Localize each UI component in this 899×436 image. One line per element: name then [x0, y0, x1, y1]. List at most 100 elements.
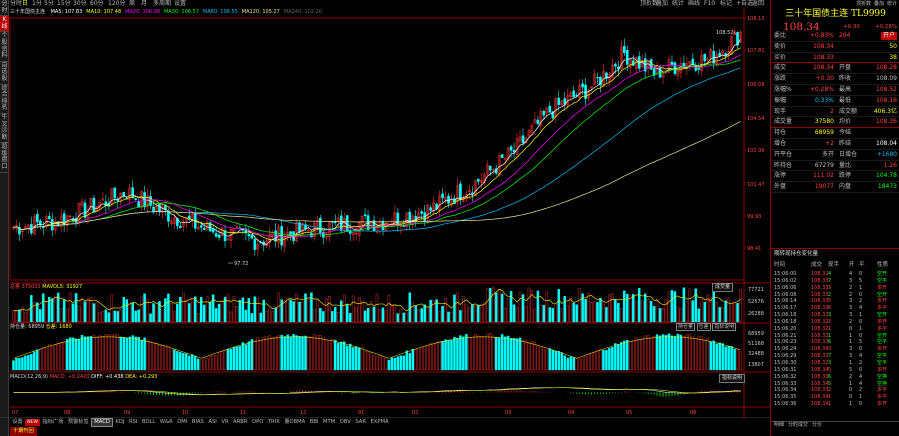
tick-cell: 15:06:02: [774, 277, 797, 284]
indicator-tab-17[interactable]: BBI: [309, 419, 319, 425]
indicator-tab-3[interactable]: 预警标签: [67, 419, 89, 425]
volume-bar: [211, 294, 215, 323]
diff-line: [13, 387, 741, 396]
sidebar-item-2[interactable]: 个股资料: [0, 32, 9, 62]
oi-bar: [39, 349, 42, 371]
oi-legend-help[interactable]: 指标说明: [712, 323, 737, 331]
period-tab-8[interactable]: 周: [129, 0, 136, 7]
period-tab-2[interactable]: 1分: [32, 0, 42, 7]
quote-toolbar-item-2[interactable]: 统计: [886, 1, 897, 7]
sidebar-item-3[interactable]: 自选股: [0, 62, 9, 85]
volume-bar: [53, 295, 57, 323]
toolbar-button-5[interactable]: 标记: [720, 0, 733, 7]
toolbar-button-2[interactable]: 统计: [672, 0, 685, 7]
period-tab-9[interactable]: 月: [141, 0, 148, 7]
tick-cell: 1: [828, 332, 832, 339]
macd-help-button[interactable]: 指标说明: [719, 374, 746, 383]
candle-body: [223, 230, 227, 242]
tick-cell: 6: [828, 373, 832, 380]
period-tab-0[interactable]: 分时: [10, 0, 23, 7]
volume-bar: [15, 311, 18, 323]
candle-body: [36, 213, 39, 223]
indicator-tab-2[interactable]: 指标广场: [42, 419, 64, 425]
indicator-tab-8[interactable]: W&R: [159, 419, 173, 425]
section-title: 期转现持仓变化量: [771, 248, 899, 258]
indicator-tab-19[interactable]: OBV: [339, 419, 351, 425]
sidebar-item-6[interactable]: 超级盘口: [0, 143, 9, 173]
volume-bar: [468, 307, 471, 323]
period-tab-5[interactable]: 30分: [73, 0, 87, 7]
volume-bar: [599, 298, 602, 323]
indicator-tab-1[interactable]: NEW: [24, 419, 41, 426]
oi-legend-diff[interactable]: 仓差: [696, 323, 711, 331]
oi-bar: [599, 349, 602, 371]
volume-bar: [682, 287, 686, 323]
quote-bottom-tab-0[interactable]: 明细: [774, 422, 785, 428]
period-tab-11[interactable]: 设置: [174, 0, 187, 7]
oi-bar: [706, 338, 709, 371]
toolbar-button-7[interactable]: 返回: [752, 0, 765, 7]
period-tab-10[interactable]: 多周期: [153, 0, 172, 7]
oi-bar: [149, 341, 152, 371]
toolbar-button-3[interactable]: 画线: [688, 0, 701, 7]
indicator-tab-6[interactable]: RSI: [128, 419, 138, 425]
volume-bar: [408, 292, 412, 323]
price-axis-label: 104.54: [747, 116, 765, 122]
oi-bar: [405, 350, 409, 371]
period-tab-6[interactable]: 60分: [90, 0, 104, 7]
period-tab-7[interactable]: 120分: [108, 0, 126, 7]
indicator-tab-4[interactable]: MACD: [90, 418, 114, 427]
toolbar-button-6[interactable]: +自选: [736, 0, 754, 7]
indicator-tab-9[interactable]: DMI: [177, 419, 188, 425]
indicator-tab-13[interactable]: ARBR: [233, 419, 248, 425]
kline-chart-area[interactable]: 108.13 107.81 106.08 104.54 102.99 101.47 99.9…: [0, 0, 770, 418]
oi-legend-oi[interactable]: 持仓量: [676, 323, 696, 331]
candle-body: [721, 50, 724, 55]
quote-cell[interactable]: 开户: [880, 32, 897, 40]
toolbar-button-1[interactable]: 叠加: [656, 0, 669, 7]
indicator-tab-15[interactable]: TRIX: [267, 419, 280, 425]
bottom-period-label[interactable]: 十期刊回: [10, 427, 37, 436]
indicator-tab-14[interactable]: DPO: [252, 419, 264, 425]
indicator-tab-5[interactable]: KDJ: [115, 419, 125, 425]
tick-cell: 0: [859, 318, 863, 325]
tick-cell: 108.33: [811, 387, 829, 394]
indicator-tab-12[interactable]: VR: [221, 419, 229, 425]
indicator-tab-16[interactable]: 量OBMA: [284, 419, 306, 425]
candle-body: [50, 219, 54, 231]
indicator-tab-20[interactable]: SAR: [355, 419, 366, 425]
candle-body: [170, 220, 173, 225]
quote-toolbar-item-0[interactable]: 顶折数: [855, 1, 871, 7]
toolbar-button-0[interactable]: 顶折数: [640, 0, 659, 7]
quote-bottom-tab-2[interactable]: 分价: [812, 422, 823, 428]
quote-bottom-tab-1[interactable]: 分时成交: [788, 422, 809, 428]
oi-bar: [292, 334, 295, 371]
volume-bar: [617, 302, 620, 323]
tick-cell: 15:06:00: [774, 271, 797, 277]
volume-bar: [471, 304, 474, 323]
candle-body: [33, 216, 36, 235]
indicator-tab-10[interactable]: BIAS: [191, 419, 204, 425]
volume-bar: [530, 290, 534, 323]
indicator-tab-0[interactable]: 设置: [12, 419, 23, 425]
sidebar-item-0[interactable]: 分时: [0, 0, 9, 17]
indicator-tab-21[interactable]: EXPMA: [370, 419, 389, 425]
period-tab-3[interactable]: 5分: [44, 0, 54, 7]
candle-body: [158, 203, 161, 213]
period-tab-1[interactable]: 日: [22, 0, 29, 7]
oi-bar: [232, 346, 236, 371]
sidebar-item-4[interactable]: 综合排名: [0, 85, 9, 114]
period-tab-4[interactable]: 15分: [57, 0, 71, 7]
indicator-tab-7[interactable]: BOLL: [141, 419, 156, 425]
quote-toolbar-item-1[interactable]: 叠加: [873, 1, 884, 7]
volume-bar: [605, 307, 608, 323]
oi-bar: [289, 336, 292, 371]
sidebar-item-5[interactable]: 牛叉诊断: [0, 114, 9, 144]
indicator-tab-18[interactable]: MTM: [323, 419, 336, 425]
volume-indicator-button[interactable]: 成交量: [712, 283, 734, 292]
quote-bottom-tabs: 明细 分时成交 分价: [771, 421, 899, 436]
oi-bar: [399, 355, 403, 371]
indicator-tab-11[interactable]: ASI: [208, 419, 217, 425]
toolbar-button-4[interactable]: F10: [704, 0, 716, 7]
